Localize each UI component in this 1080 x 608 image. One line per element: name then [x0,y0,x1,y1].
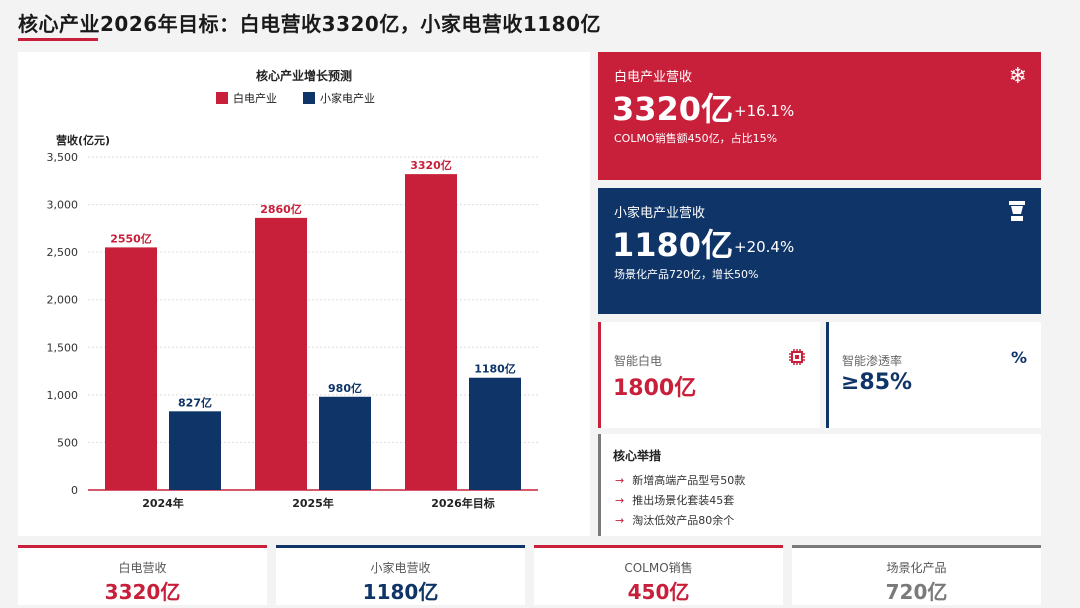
stat-value: 720亿 [885,580,948,604]
blender-icon [1007,200,1027,228]
y-axis-label: 营收(亿元) [56,133,110,147]
y-tick-label: 0 [71,484,78,497]
card-white-goods-sub: COLMO销售额450亿，占比15% [614,132,778,145]
y-tick-label: 1,500 [47,341,79,354]
x-tick-label: 2026年目标 [431,496,495,510]
mini-card-penetration-value: ≥85% [841,370,913,395]
stat-label: 场景化产品 [886,561,947,575]
stat-small-appliance: 小家电营收 1180亿 [276,545,525,605]
card-small-appliance-value: 1180亿 [612,226,734,264]
bar [105,247,157,490]
y-tick-label: 1,000 [47,389,79,402]
arrow-right-icon: → [615,514,625,527]
stat-colmo: COLMO销售 450亿 [534,545,783,605]
bar [405,174,457,490]
data-label: 3320亿 [410,158,452,172]
bar-chart: 核心产业增长预测 白电产业 小家电产业 营收(亿元) 0 500 1,000 1,50… [47,68,538,510]
legend-label-small: 小家电产业 [320,91,375,105]
data-label: 827亿 [178,395,212,409]
y-tick-label: 2,000 [47,294,79,307]
stat-value: 1180亿 [362,580,439,604]
stat-value: 450亿 [627,580,690,604]
stat-label: COLMO销售 [624,561,693,575]
card-white-goods: 白电产业营收 3320亿 +16.1% COLMO销售额450亿，占比15% ❄ [598,52,1041,180]
y-tick-label: 3,000 [47,199,79,212]
arrow-right-icon: → [615,474,625,487]
card-small-appliance-label: 小家电产业营收 [614,206,706,221]
legend-swatch-white [216,92,228,104]
arrow-right-icon: → [615,494,625,507]
percent-icon: % [1010,348,1027,367]
data-label: 2860亿 [260,202,302,216]
x-tick-label: 2024年 [142,496,184,510]
data-label: 980亿 [328,381,362,395]
chart-bars: 2550亿 827亿 2860亿 980亿 3320亿 1180亿 [105,158,521,491]
core-measures: 核心举措 → 新增高端产品型号50款 → 推出场景化套装45套 → 淘汰低效产品80余… [598,434,1041,536]
y-tick-label: 500 [57,436,78,449]
title-underline [18,38,98,41]
card-white-goods-growth: +16.1% [734,102,795,120]
list-item: → 新增高端产品型号50款 [615,474,746,487]
card-small-appliance-growth: +20.4% [734,238,795,256]
mini-card-penetration: 智能渗透率 ≥85% % [826,322,1041,428]
data-label: 2550亿 [110,231,152,245]
stat-white-goods: 白电营收 3320亿 [18,545,267,605]
bar [319,396,371,490]
stat-label: 白电营收 [118,561,167,575]
stat-value: 3320亿 [104,580,181,604]
card-small-appliance: 小家电产业营收 1180亿 +20.4% 场景化产品720亿，增长50% [598,188,1041,314]
snowflake-icon: ❄ [1008,64,1027,89]
mini-card-smart-value: 1800亿 [613,376,697,401]
chip-icon [788,348,806,370]
data-label: 1180亿 [474,362,516,376]
card-white-goods-label: 白电产业营收 [614,70,693,85]
mini-card-smart-label: 智能白电 [614,354,663,368]
chart-panel: 核心产业增长预测 白电产业 小家电产业 营收(亿元) 0 500 1,000 1,50… [18,52,590,536]
stat-scenario: 场景化产品 720亿 [792,545,1041,605]
y-tick-label: 3,500 [47,151,79,164]
page-title: 核心产业2026年目标：白电营收3320亿，小家电营收1180亿 [18,12,601,36]
card-white-goods-value: 3320亿 [612,90,734,128]
card-small-appliance-sub: 场景化产品720亿，增长50% [614,268,759,281]
chart-title: 核心产业增长预测 [256,68,352,83]
mini-card-penetration-label: 智能渗透率 [842,354,903,368]
chart-grid: 0 500 1,000 1,500 2,000 2,500 3,000 3,500 2024年 2… [47,151,538,510]
x-tick-label: 2025年 [292,496,334,510]
core-measures-title: 核心举措 [613,449,662,463]
list-item: → 淘汰低效产品80余个 [615,514,735,527]
legend-swatch-small [303,92,315,104]
y-tick-label: 2,500 [47,246,79,259]
list-item: → 推出场景化套装45套 [615,494,735,507]
stat-label: 小家电营收 [370,561,431,575]
mini-card-smart: 智能白电 1800亿 [598,322,820,428]
bar [169,411,221,490]
legend-label-white: 白电产业 [233,91,277,105]
bar [469,377,521,490]
bar [255,217,307,491]
